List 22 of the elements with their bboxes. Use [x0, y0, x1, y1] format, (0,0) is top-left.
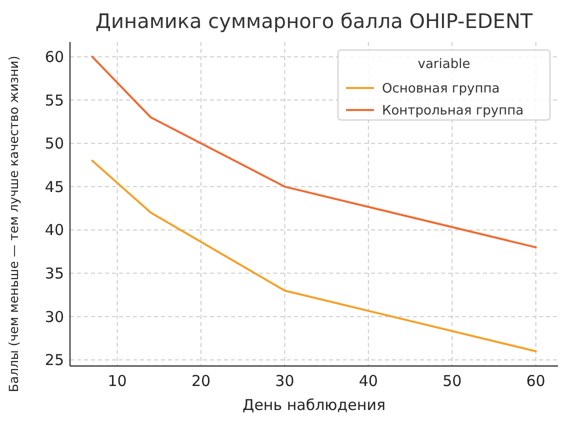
line-series	[91, 56, 537, 248]
y-tick-label: 40	[44, 221, 64, 240]
x-tick-label: 60	[526, 372, 546, 390]
line-series	[91, 160, 537, 352]
y-tick-label: 30	[44, 308, 64, 326]
y-tick-label: 55	[44, 91, 64, 110]
legend-label: Контрольная группа	[382, 104, 524, 119]
x-tick-label: 10	[108, 372, 127, 390]
x-tick-label: 30	[275, 372, 294, 390]
x-tick-label: 20	[191, 372, 211, 390]
y-axis-title: Баллы (чем меньше — тем лучше качество жизни)	[6, 56, 21, 392]
chart-title: Динамика суммарного балла OHIP-EDENT	[95, 9, 534, 33]
x-axis-title: День наблюдения	[242, 396, 386, 414]
y-tick-label: 50	[44, 134, 64, 153]
legend-title: variable	[418, 57, 470, 72]
x-tick-label: 40	[358, 372, 378, 390]
y-tick-label: 25	[44, 351, 64, 370]
y-tick-label: 60	[44, 48, 64, 66]
legend-label: Основная группа	[382, 82, 500, 97]
x-tick-label: 50	[442, 372, 462, 390]
y-tick-label: 45	[44, 178, 64, 196]
y-tick-label: 35	[44, 264, 64, 283]
